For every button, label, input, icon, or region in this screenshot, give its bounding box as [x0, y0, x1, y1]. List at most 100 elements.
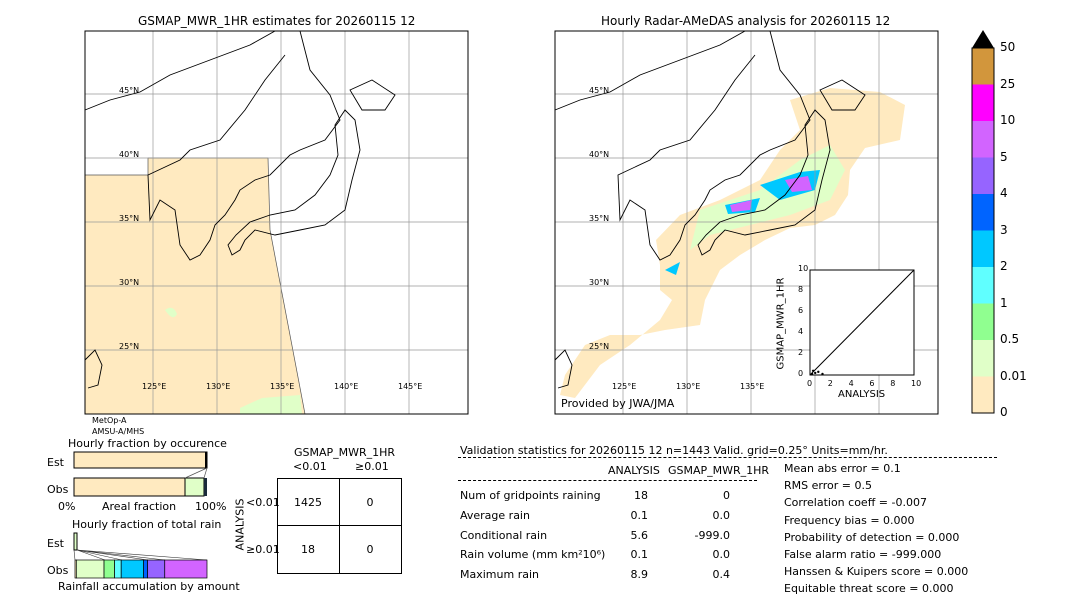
score-line: Equitable threat score = 0.000: [784, 582, 954, 596]
stats-row-analysis: 0.1: [630, 508, 649, 522]
scatter-x-tick: 4: [848, 379, 854, 388]
left-lat-25: 25°N: [119, 342, 140, 351]
score-line: False alarm ratio = -999.000: [784, 548, 942, 561]
rain-est-label: Est: [47, 537, 64, 550]
rain-obs-segment: [114, 559, 122, 579]
colorbar-label: 4: [1000, 186, 1008, 200]
scatter-x-tick: 0: [807, 379, 813, 388]
colorbar-label: 25: [1000, 76, 1016, 91]
right-lat-40: 40°N: [589, 150, 610, 159]
right-map-rain-kyushu: [665, 262, 680, 275]
occ-est-label: Est: [47, 456, 64, 469]
left-map-light-rain: [165, 307, 302, 414]
stats-row-label: Average rain: [460, 508, 530, 522]
left-map-frame: [84, 30, 469, 415]
occ-obs-label: Obs: [47, 483, 69, 496]
stats-row-gsmap: -999.0: [694, 528, 730, 542]
left-lat-40: 40°N: [119, 150, 140, 159]
cell-false-alarm: 0: [366, 496, 374, 509]
scatter-y-tick: 8: [798, 285, 804, 294]
cell-miss: 18: [301, 543, 315, 556]
rain-xlabel: Rainfall accumulation by amount: [58, 580, 240, 593]
stats-row-analysis: 18: [634, 489, 648, 502]
table-col-lt: <0.01: [293, 460, 327, 473]
scatter-xlabel: ANALYSIS: [838, 389, 886, 400]
left-lat-30: 30°N: [119, 278, 140, 287]
colorbar-extend-arrow: [972, 30, 994, 48]
right-lon-130: 130°E: [676, 382, 701, 391]
stats-row-analysis: 5.6: [630, 528, 649, 542]
table-col-ge: ≥0.01: [355, 460, 389, 473]
stats-header-gsmap: GSMAP_MWR_1HR: [668, 464, 770, 477]
scatter-point: [817, 370, 820, 374]
rain-obs-label: Obs: [47, 564, 69, 577]
rain-obs-segment: [164, 559, 208, 579]
colorbar-label: 5: [1000, 149, 1008, 164]
left-lon-140: 140°E: [334, 382, 359, 391]
colorbar-label: 0: [1000, 405, 1008, 419]
left-map-coastline: [84, 30, 396, 389]
colorbar-segment: [972, 48, 994, 85]
scatter-point: [814, 371, 817, 375]
right-lon-125: 125°E: [612, 382, 637, 391]
colorbar-segment: [972, 230, 994, 267]
table-row-ge: ≥0.01: [246, 543, 280, 556]
left-lon-145: 145°E: [398, 382, 423, 391]
colorbar-label: 0.01: [1000, 368, 1027, 383]
rain-obs-segment: [143, 559, 148, 579]
rain-obs-segment: [120, 559, 144, 579]
scatter-y-tick: 0: [798, 369, 804, 378]
scatter-x-tick: 10: [911, 379, 922, 388]
table-col-title: GSMAP_MWR_1HR: [294, 446, 396, 459]
right-lat-30: 30°N: [589, 278, 610, 287]
colorbar-segment: [972, 340, 994, 377]
occ-obs-bar-heavy: [204, 478, 207, 496]
rain-obs-segment: [147, 559, 166, 579]
left-map-title: GSMAP_MWR_1HR estimates for 20260115 12: [138, 14, 416, 28]
right-lat-45: 45°N: [589, 86, 610, 95]
occurrence-title: Hourly fraction by occurence: [68, 437, 227, 450]
score-line: Correlation coeff = -0.007: [784, 496, 927, 510]
score-line: Probability of detection = 0.000: [784, 530, 960, 544]
scatter-y-tick: 4: [798, 327, 804, 336]
stats-row-analysis: 8.9: [630, 568, 649, 582]
cell-hit: 0: [366, 543, 374, 556]
scatter-point: [810, 372, 814, 376]
occ-x-tick-0: 0%: [58, 500, 76, 513]
score-line: Hanssen & Kuipers score = 0.000: [784, 565, 969, 579]
left-lon-130: 130°E: [206, 382, 231, 391]
right-map-coastline: [554, 30, 866, 389]
scatter-x-tick: 2: [827, 379, 833, 388]
stats-title: Validation statistics for 20260115 12 n=…: [460, 444, 888, 457]
colorbar-segment: [972, 267, 994, 304]
scatter-x-tick: 6: [869, 379, 875, 388]
right-map-title: Hourly Radar-AMeDAS analysis for 2026011…: [601, 14, 891, 28]
right-lat-25: 25°N: [589, 342, 610, 351]
right-lat-35: 35°N: [589, 214, 610, 223]
rain-obs-segment: [103, 559, 115, 579]
stats-row-gsmap: 0.4: [712, 568, 731, 582]
stats-header-analysis: ANALYSIS: [608, 464, 660, 477]
stats-row-label: Maximum rain: [460, 568, 539, 582]
scatter-point: [821, 372, 824, 376]
scatter-x-tick: 8: [890, 379, 896, 388]
left-lat-35: 35°N: [119, 214, 140, 223]
left-lon-125: 125°E: [142, 382, 167, 391]
occ-xlabel: Areal fraction: [102, 500, 177, 513]
colorbar-segment: [972, 157, 994, 194]
scatter-y-tick: 2: [798, 348, 804, 357]
right-map-light-rain: [690, 145, 845, 250]
colorbar-label: 0.5: [1000, 332, 1020, 346]
table-row-lt: <0.01: [246, 496, 280, 509]
scatter-y-tick: 6: [798, 306, 804, 315]
colorbar-label: 10: [1000, 113, 1016, 127]
score-line: RMS error = 0.5: [784, 479, 872, 493]
left-lat-45: 45°N: [119, 86, 140, 95]
stats-row-gsmap: 0: [723, 489, 730, 502]
data-credit: Provided by JWA/JMA: [561, 397, 675, 410]
colorbar-label: 1: [1000, 295, 1008, 310]
